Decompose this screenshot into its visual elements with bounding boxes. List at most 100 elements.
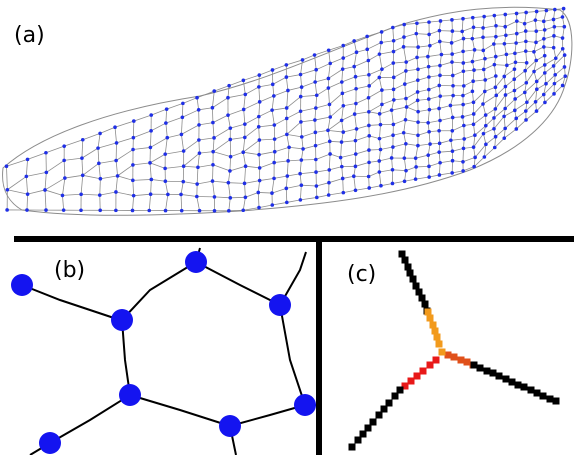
wing-node	[428, 142, 432, 146]
wing-node	[300, 58, 305, 62]
wing-node	[494, 74, 498, 78]
wing-node	[415, 98, 420, 103]
wing-outline	[2, 6, 573, 216]
wing-node	[450, 52, 454, 56]
wing-node	[415, 55, 419, 60]
wing-vein	[484, 86, 496, 92]
wing-vein	[81, 158, 84, 176]
wing-node	[402, 35, 406, 39]
wing-node	[180, 115, 185, 120]
wing-node	[437, 106, 441, 111]
wing-vein	[416, 56, 428, 58]
wing-vein	[379, 169, 393, 173]
wing-node	[494, 93, 499, 98]
wing-node	[503, 12, 508, 17]
wing-node	[378, 122, 383, 127]
wing-node	[514, 127, 519, 131]
wing-vein	[164, 181, 169, 195]
wing-vein	[439, 41, 442, 55]
wing-node	[416, 78, 420, 83]
wing-vein	[259, 162, 275, 169]
wing-node	[132, 119, 136, 123]
wing-vein	[416, 165, 430, 168]
wing-vein	[451, 42, 453, 55]
wing-vein	[314, 81, 318, 96]
wing-vein	[417, 89, 429, 93]
panel-c: (c)	[347, 250, 560, 451]
wing-vein	[379, 54, 383, 70]
wing-node	[460, 29, 464, 34]
wing-vein	[300, 59, 303, 75]
wing-vein	[286, 184, 302, 189]
wing-vein	[299, 160, 302, 174]
node-blob	[111, 309, 133, 331]
wing-node	[148, 161, 152, 165]
wing-vein	[272, 84, 275, 96]
wing-node	[286, 159, 290, 163]
panel-b-nodes	[11, 251, 316, 454]
wing-vein	[213, 151, 231, 158]
wing-node	[164, 121, 168, 125]
skeleton-pixel	[369, 418, 377, 426]
wing-vein	[356, 125, 369, 130]
skeleton-pixel	[404, 263, 412, 271]
wing-vein	[524, 81, 537, 93]
wing-vein	[544, 57, 556, 66]
wing-vein	[514, 101, 528, 111]
wing-node	[504, 52, 509, 57]
wing-node	[451, 83, 455, 88]
skeleton-pixel-orange	[429, 321, 437, 329]
wing-vein	[462, 113, 474, 118]
wing-vein	[514, 82, 527, 91]
wing-vein	[368, 89, 383, 99]
wing-node	[212, 208, 217, 213]
wing-node	[257, 152, 261, 157]
wing-node	[257, 114, 261, 119]
wing-node	[560, 15, 565, 19]
wing-node	[553, 72, 558, 77]
wing-node	[149, 113, 154, 117]
wing-vein	[273, 151, 276, 163]
wing-vein	[505, 13, 517, 15]
wing-vein	[198, 137, 215, 141]
wing-node	[391, 38, 396, 43]
wing-vein	[230, 196, 246, 199]
wing-vein	[429, 30, 440, 35]
wing-node	[426, 64, 431, 69]
wing-vein	[212, 107, 214, 123]
wing-node	[241, 78, 246, 83]
wing-node	[257, 166, 262, 170]
wing-node	[197, 123, 201, 127]
wing-node	[226, 113, 230, 117]
wing-vein	[132, 180, 135, 196]
wing-vein	[46, 160, 65, 173]
wing-vein	[415, 166, 417, 180]
wing-vein	[285, 188, 288, 203]
skeleton-pixel-red	[419, 367, 427, 375]
wing-vein	[415, 145, 419, 159]
wing-node	[416, 133, 420, 138]
wing-node	[212, 136, 216, 140]
wing-vein	[329, 166, 342, 171]
wing-vein	[417, 66, 429, 70]
wing-node	[438, 63, 442, 68]
wing-vein	[439, 150, 453, 153]
wing-vein	[503, 43, 507, 55]
wing-vein	[368, 68, 383, 76]
skeleton-pixel	[354, 436, 362, 444]
wing-node	[437, 150, 441, 154]
wing-vein	[495, 76, 505, 88]
wing-node	[314, 106, 318, 110]
skeleton-pixel	[415, 288, 423, 296]
wing-node	[426, 120, 430, 125]
wing-vein	[341, 69, 344, 83]
wing-vein	[150, 179, 152, 195]
wing-vein	[329, 104, 331, 118]
wing-vein	[44, 172, 47, 190]
wing-vein	[329, 140, 342, 143]
wing-vein	[417, 98, 429, 101]
wing-node	[98, 208, 103, 213]
wing-vein	[227, 182, 231, 198]
wing-node	[196, 108, 201, 112]
skeleton-pixel-red	[401, 382, 409, 390]
